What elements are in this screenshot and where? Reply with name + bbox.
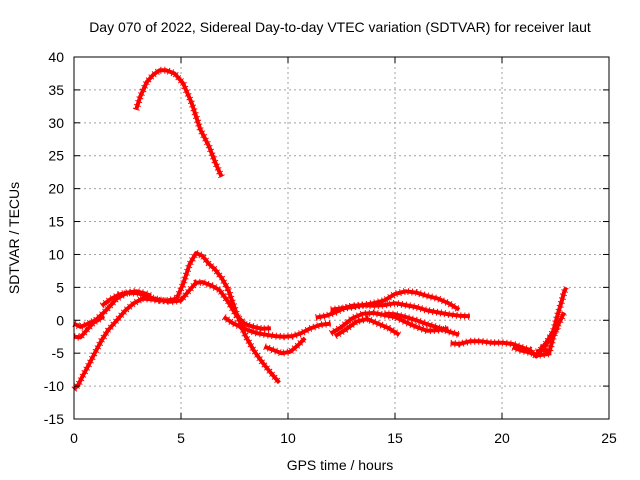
y-tick-label: 5 (56, 279, 64, 295)
y-axis-label: SDTVAR / TECUs (6, 182, 22, 294)
x-tick-label: 20 (494, 430, 510, 446)
y-tick-label: 35 (48, 82, 64, 98)
series-line-arc-14 (512, 345, 552, 358)
y-tick-label: 0 (56, 312, 64, 328)
y-tick-label: 30 (48, 115, 64, 131)
y-tick-label: -15 (44, 411, 64, 427)
y-tick-label: -10 (44, 378, 64, 394)
x-axis-label: GPS time / hours (287, 457, 394, 473)
y-tick-label: -5 (52, 345, 65, 361)
series-markers-arc-16 (535, 310, 568, 356)
x-tick-label: 25 (601, 430, 617, 446)
y-tick-label: 20 (48, 181, 64, 197)
data-series (71, 66, 570, 392)
x-tick-label: 15 (387, 430, 403, 446)
series-markers-arc-12 (384, 310, 461, 339)
y-tick-label: 10 (48, 246, 64, 262)
plot-frame (73, 56, 610, 420)
series-line-arc-9 (330, 289, 461, 312)
y-tick-label: 15 (48, 214, 64, 230)
series-line-arc-high (134, 68, 224, 178)
series-markers-arc-3 (72, 278, 272, 333)
series-markers-arc-high (132, 66, 225, 179)
x-tick-label: 10 (280, 430, 296, 446)
y-tick-label: 40 (48, 49, 64, 65)
axis-ticks: 0 5 10 15 20 25 -15 -10 -5 0 5 10 15 20 25 30 35 40 (44, 49, 617, 446)
x-tick-label: 0 (70, 430, 78, 446)
series-markers-arc-4 (73, 313, 106, 341)
series-line-arc-5 (100, 289, 152, 308)
x-tick-label: 5 (177, 430, 185, 446)
series-line-arc-6 (222, 315, 332, 339)
series-markers-arc-11 (333, 315, 402, 340)
y-tick-label: 25 (48, 148, 64, 164)
chart-title: Day 070 of 2022, Sidereal Day-to-day VTE… (89, 19, 591, 35)
grid (74, 57, 609, 419)
series-line-arc-7 (263, 336, 307, 356)
